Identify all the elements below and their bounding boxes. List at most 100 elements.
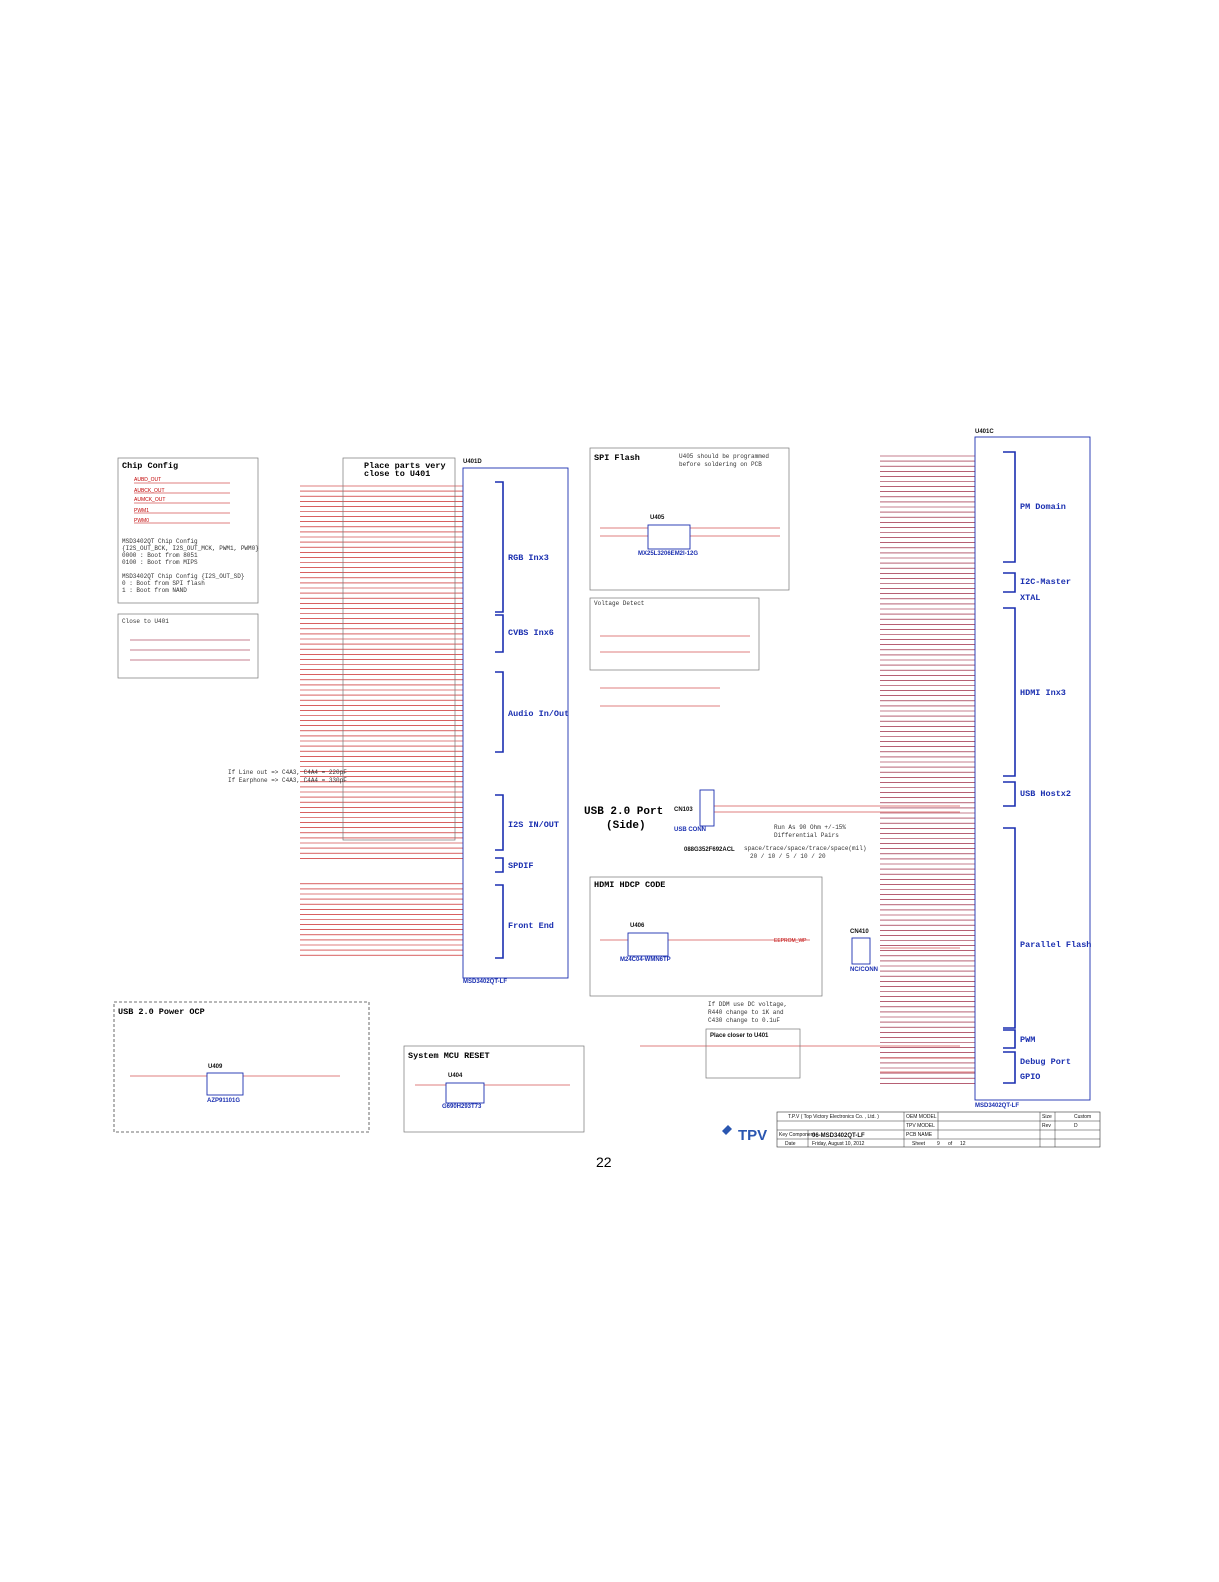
field-label: Date <box>785 1141 796 1147</box>
size: Custom <box>1074 1114 1091 1120</box>
frame <box>705 1028 801 1079</box>
section-title: USB 2.0 Port <box>584 806 663 818</box>
wire <box>495 857 504 873</box>
net-label: AUBD_OUT <box>134 477 161 483</box>
note: 20 / 10 / 5 / 10 / 20 <box>750 853 826 860</box>
frame <box>589 597 760 671</box>
bus-label: XTAL <box>1020 593 1040 603</box>
ic-part: AZP91101G <box>207 1098 240 1104</box>
section-title: System MCU RESET <box>408 1051 490 1061</box>
section-title: Place parts very <box>364 461 446 471</box>
note: Differential Pairs <box>774 832 839 839</box>
note: before soldering on PCB <box>679 461 762 468</box>
section-title: Close to U401 <box>122 618 169 625</box>
note: MSD3402QT Chip Config {I2S_OUT_SD} <box>122 573 244 580</box>
ic-part: MSD3402QT-LF <box>463 979 507 985</box>
note: Run As 90 Ohm +/-15% <box>774 824 846 831</box>
ic-body <box>206 1072 244 1096</box>
note: C430 change to 0.1uF <box>708 1017 780 1024</box>
drawing-name: 06-MSD3402QT-LF <box>812 1133 865 1139</box>
wire <box>1003 451 1016 563</box>
field-label: OEM MODEL <box>906 1114 937 1120</box>
ic-ref: U401D <box>463 459 482 465</box>
note: 1 : Boot from NAND <box>122 587 187 594</box>
section-title: SPI Flash <box>594 453 640 463</box>
bus-label: PM Domain <box>1020 502 1066 512</box>
frame <box>589 876 823 997</box>
connector <box>699 789 715 827</box>
note: If DDM use DC voltage, <box>708 1001 787 1008</box>
wire <box>495 481 504 613</box>
wire <box>1003 1051 1016 1084</box>
field-label: Sheet <box>912 1141 926 1147</box>
bus-label: HDMI Inx3 <box>1020 688 1066 698</box>
ic-ref: CN410 <box>850 929 869 935</box>
bus-label: Audio In/Out <box>508 709 569 719</box>
wire <box>1003 1029 1016 1049</box>
bus-label: PWM <box>1020 1035 1035 1045</box>
bus-label: CVBS Inx6 <box>508 628 554 638</box>
ic-ref: CN103 <box>674 807 693 813</box>
net-label: PWM0 <box>134 518 149 524</box>
sheet-total: 12 <box>960 1141 966 1147</box>
frame <box>776 1111 1101 1148</box>
field-label: TPV MODEL <box>906 1123 935 1129</box>
logo-mark <box>722 1125 732 1135</box>
bus-label: I2C-Master <box>1020 577 1071 587</box>
frame <box>342 457 456 841</box>
wire <box>495 614 504 653</box>
section-title: HDMI HDCP CODE <box>594 880 665 890</box>
note: If Line out => C4A3, C4A4 = 220pF <box>228 769 347 776</box>
bus-label: Debug Port <box>1020 1057 1071 1067</box>
sheet: 9 <box>937 1141 940 1147</box>
section-title: USB 2.0 Power OCP <box>118 1007 205 1017</box>
net-label: AUMCK_OUT <box>134 497 165 503</box>
frame <box>117 613 259 679</box>
note: 0100 : Boot from MIPS <box>122 559 198 566</box>
ic-part: G690H293T73 <box>442 1104 482 1110</box>
field-label: PCB NAME <box>906 1132 933 1138</box>
wire <box>1003 781 1016 807</box>
net-label: EEPROM_WP <box>774 938 807 944</box>
connector <box>851 937 871 965</box>
field-label: Key Component <box>779 1132 815 1138</box>
ic-ref: U406 <box>630 923 645 929</box>
date: Friday, August 10, 2012 <box>812 1141 865 1147</box>
wire <box>495 794 504 851</box>
bus-label: Parallel Flash <box>1020 940 1091 950</box>
ic-part: NC/CONN <box>850 967 878 973</box>
schematic-wiring <box>130 451 1016 1086</box>
ic-ref: U409 <box>208 1064 223 1070</box>
section-title: (Side) <box>606 820 646 832</box>
part-number: 088G352F692ACL <box>684 847 735 853</box>
ic-body <box>627 932 669 957</box>
wire <box>495 884 504 959</box>
wire <box>1003 607 1016 777</box>
of: of <box>948 1141 953 1147</box>
section-title: Voltage Detect <box>594 600 644 607</box>
ic-ref: U405 <box>650 515 665 521</box>
net-label: PWM1 <box>134 508 149 514</box>
ic-part: USB CONN <box>674 827 706 833</box>
ic-body <box>445 1082 485 1104</box>
frame <box>589 447 790 591</box>
bus-label: RGB Inx3 <box>508 553 549 563</box>
rev: D <box>1074 1123 1078 1129</box>
ic-body <box>462 467 569 979</box>
section-title: Place closer to U401 <box>710 1033 769 1039</box>
logo: TPV <box>738 1127 767 1144</box>
frame <box>117 457 259 604</box>
note: MSD3402QT Chip Config <box>122 538 198 545</box>
bus-label: USB Hostx2 <box>1020 789 1071 799</box>
frame <box>113 1001 370 1133</box>
note: 0 : Boot from SPI flash <box>122 580 205 587</box>
net-label: AUBCK_OUT <box>134 488 165 494</box>
section-title: Chip Config <box>122 461 178 471</box>
note: {I2S_OUT_BCK, I2S_OUT_MCK, PWM1, PWM0} <box>122 545 259 552</box>
page-number: 22 <box>596 1154 612 1170</box>
ic-body <box>647 524 691 550</box>
wire <box>495 671 504 753</box>
company: T.P.V ( Top Victory Electronics Co. , Lt… <box>788 1114 879 1120</box>
